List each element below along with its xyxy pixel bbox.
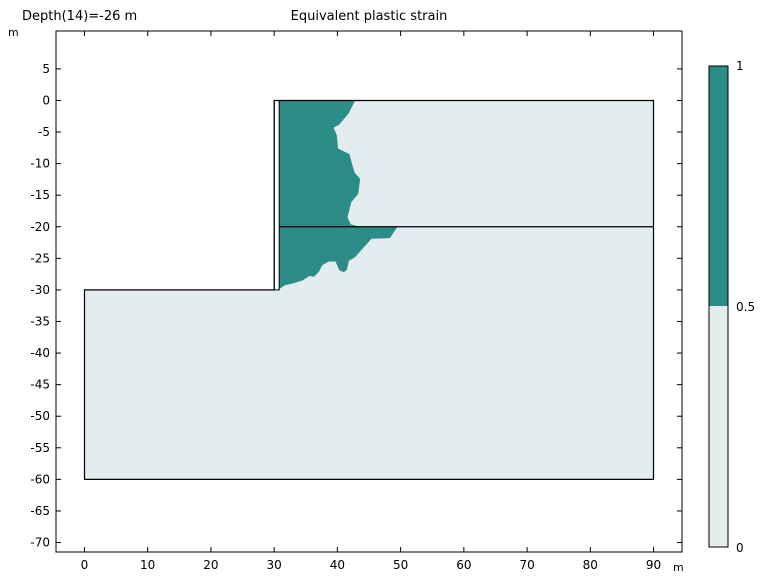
y-tick-label: -15 (30, 188, 50, 202)
y-tick-label: -55 (30, 441, 50, 455)
colorbar: 1 0.5 0 (708, 59, 755, 555)
y-tick-label: 0 (42, 93, 50, 107)
domain-outline (83, 99, 655, 480)
x-tick-label: 90 (646, 558, 661, 572)
y-tick-label: -5 (38, 125, 50, 139)
x-tick-label: 80 (583, 558, 598, 572)
y-tick-label: -35 (30, 314, 50, 328)
depth-label: Depth(14)=-26 m (22, 9, 137, 24)
retaining-wall (273, 100, 280, 291)
x-tick-label: 40 (330, 558, 345, 572)
y-tick-label: -65 (30, 504, 50, 518)
x-tick-label: 70 (519, 558, 534, 572)
x-tick-label: 60 (456, 558, 471, 572)
x-tick-label: 30 (267, 558, 282, 572)
y-tick-label: -45 (30, 378, 50, 392)
colorbar-border (708, 65, 729, 548)
y-axis-unit: m (8, 26, 19, 39)
x-tick-label: 50 (393, 558, 408, 572)
y-tick-label: -60 (30, 472, 50, 486)
plastic-zone (279, 100, 398, 290)
y-tick-label: -30 (30, 283, 50, 297)
y-tick-label: -40 (30, 346, 50, 360)
chart-title: Equivalent plastic strain (291, 9, 448, 24)
x-tick-label: 10 (140, 558, 155, 572)
plot-frame (55, 30, 683, 553)
y-axis: 5 0 -5 -10 -15 -20 -25 -30 -35 -40 -45 -50 -55 -60 -65… (30, 62, 682, 550)
y-tick-label: -20 (30, 220, 50, 234)
y-tick-label: -50 (30, 409, 50, 423)
colorbar-label-mid: 0.5 (736, 300, 755, 314)
colorbar-plastic-band (709, 66, 728, 307)
y-tick-label: -70 (30, 536, 50, 550)
field-layer (83, 99, 655, 480)
x-axis: 0 10 20 30 40 50 60 70 80 90 (81, 31, 661, 572)
colorbar-elastic-band (709, 306, 728, 547)
x-tick-label: 20 (203, 558, 218, 572)
y-tick-label: -25 (30, 251, 50, 265)
colorbar-label-max: 1 (736, 59, 744, 73)
y-tick-label: -10 (30, 157, 50, 171)
y-tick-label: 5 (42, 62, 50, 76)
colorbar-label-min: 0 (736, 541, 744, 555)
soil-domain (84, 100, 654, 480)
x-tick-label: 0 (81, 558, 89, 572)
x-axis-unit: m (673, 561, 684, 574)
